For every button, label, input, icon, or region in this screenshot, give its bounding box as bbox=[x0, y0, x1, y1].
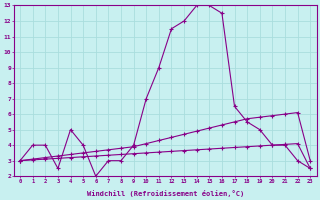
X-axis label: Windchill (Refroidissement éolien,°C): Windchill (Refroidissement éolien,°C) bbox=[86, 190, 244, 197]
